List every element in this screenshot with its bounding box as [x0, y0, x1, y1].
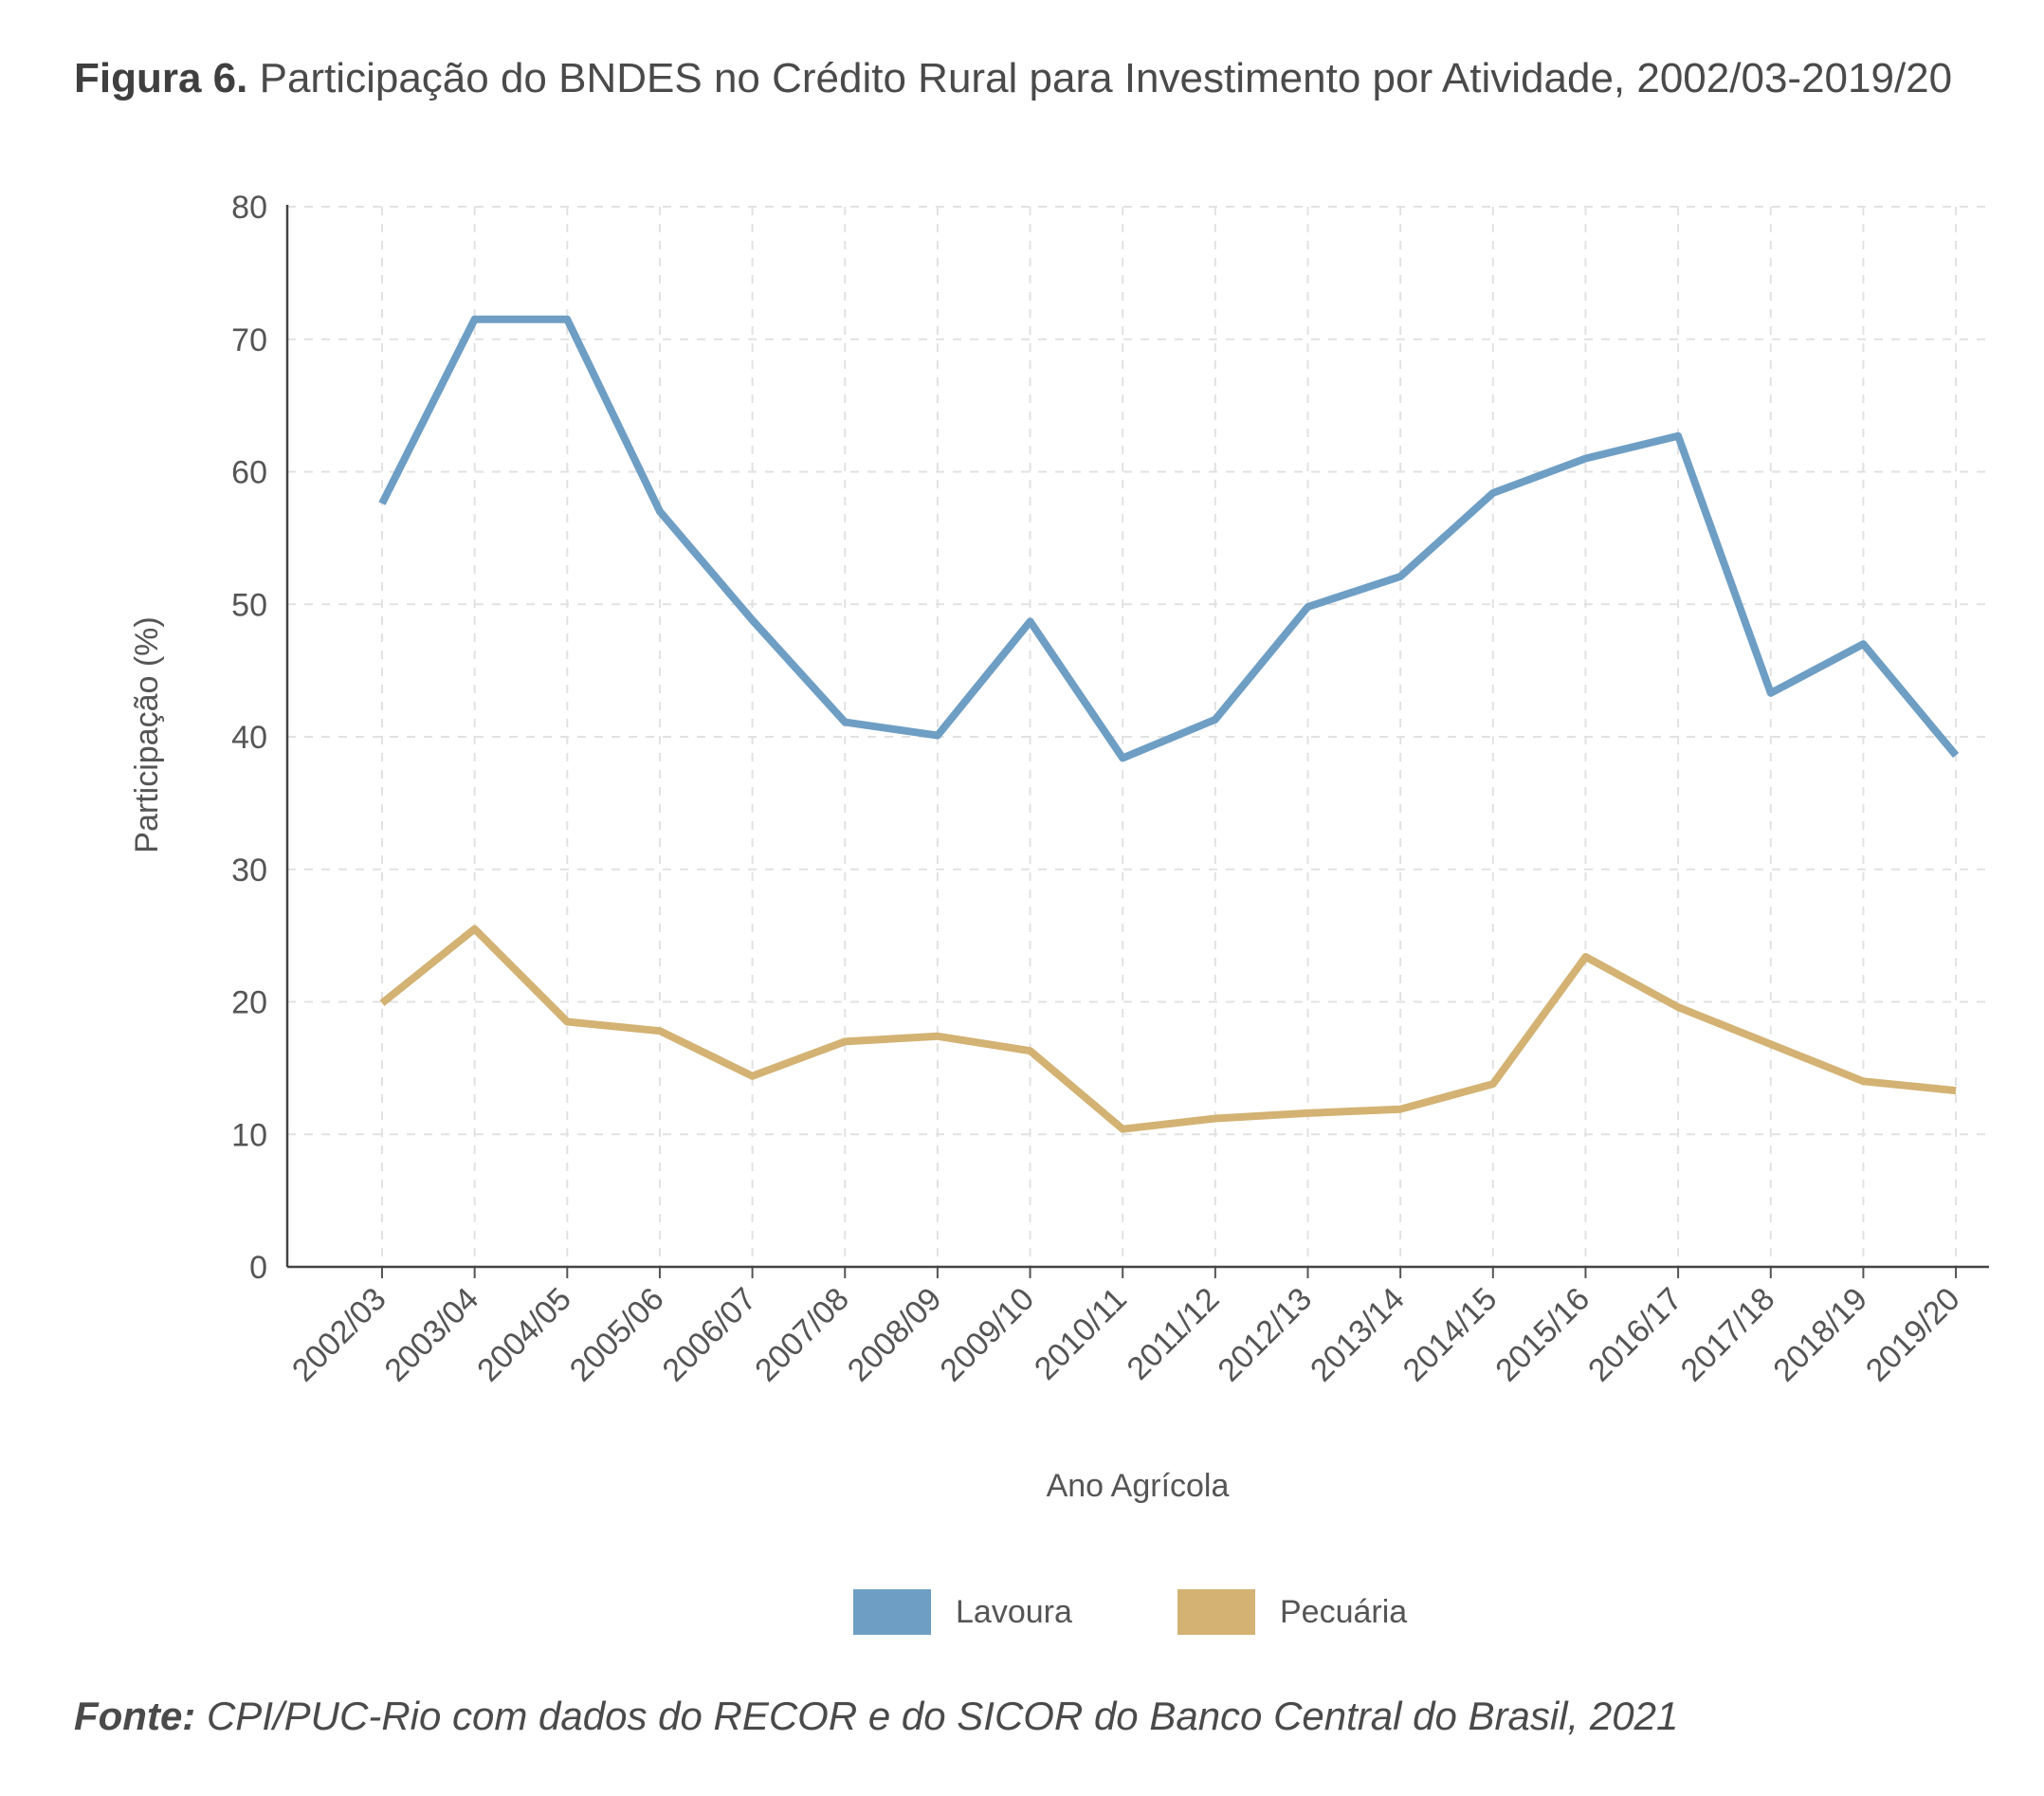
- y-tick-label: 70: [231, 322, 267, 358]
- legend: Lavoura Pecuária: [0, 1589, 2044, 1646]
- y-tick-label: 10: [231, 1117, 267, 1153]
- x-tick-label: 2009/10: [933, 1281, 1041, 1389]
- figure-title: Figura 6. Participação do BNDES no Crédi…: [74, 55, 1952, 102]
- x-tick-label: 2006/07: [655, 1281, 763, 1389]
- x-tick-label: 2008/09: [841, 1281, 949, 1389]
- x-tick-label: 2018/19: [1766, 1281, 1874, 1389]
- x-tick-label: 2016/17: [1581, 1281, 1689, 1389]
- x-tick-label: 2012/13: [1211, 1281, 1319, 1389]
- axes: [285, 205, 1989, 1278]
- source-note: Fonte: CPI/PUC-Rio com dados do RECOR e …: [74, 1694, 1678, 1739]
- x-tick-label: 2010/11: [1028, 1281, 1134, 1387]
- x-tick-label: 2002/03: [285, 1281, 393, 1389]
- x-tick-label: 2015/16: [1488, 1281, 1597, 1389]
- legend-item-lavoura: Lavoura: [853, 1589, 1072, 1635]
- legend-swatch-pecuaria: [1177, 1589, 1255, 1635]
- source-text: CPI/PUC-Rio com dados do RECOR e do SICO…: [206, 1694, 1679, 1738]
- y-tick-labels: 0 10 20 30 40 50 60 70 80: [231, 190, 267, 1286]
- y-tick-label: 50: [231, 587, 267, 623]
- figure-label: Figura 6.: [74, 55, 248, 101]
- x-tick-label: 2014/15: [1396, 1281, 1505, 1389]
- x-tick-label: 2011/12: [1121, 1281, 1227, 1387]
- y-tick-label: 30: [231, 852, 267, 889]
- y-tick-label: 80: [231, 190, 267, 226]
- grid: [287, 206, 1989, 1267]
- y-tick-label: 0: [249, 1250, 267, 1286]
- series-lines: [378, 315, 1960, 1133]
- figure-title-text: Participação do BNDES no Crédito Rural p…: [259, 55, 1953, 101]
- x-tick-label: 2019/20: [1859, 1281, 1967, 1389]
- legend-swatch-lavoura: [853, 1589, 931, 1635]
- legend-item-pecuaria: Pecuária: [1177, 1589, 1407, 1635]
- x-tick-label: 2013/14: [1304, 1281, 1412, 1389]
- x-tick-label: 2007/08: [748, 1281, 856, 1389]
- x-tick-label: 2003/04: [378, 1281, 486, 1389]
- series-line-pecuaria: [379, 925, 1957, 1133]
- y-tick-label: 60: [231, 455, 267, 491]
- y-axis-label: Participação (%): [129, 616, 165, 852]
- x-axis-label: Ano Agrícola: [1047, 1468, 1230, 1504]
- y-tick-label: 40: [231, 720, 267, 756]
- y-tick-label: 20: [231, 985, 267, 1021]
- x-tick-labels: 2002/032003/042004/052005/062006/072007/…: [285, 1281, 1967, 1389]
- x-tick-label: 2005/06: [563, 1281, 671, 1389]
- series-line-lavoura: [378, 315, 1960, 762]
- x-tick-label: 2004/05: [470, 1281, 578, 1389]
- legend-label-lavoura: Lavoura: [956, 1593, 1072, 1630]
- legend-label-pecuaria: Pecuária: [1280, 1593, 1408, 1630]
- x-tick-label: 2017/18: [1674, 1281, 1782, 1389]
- source-label: Fonte:: [74, 1694, 196, 1738]
